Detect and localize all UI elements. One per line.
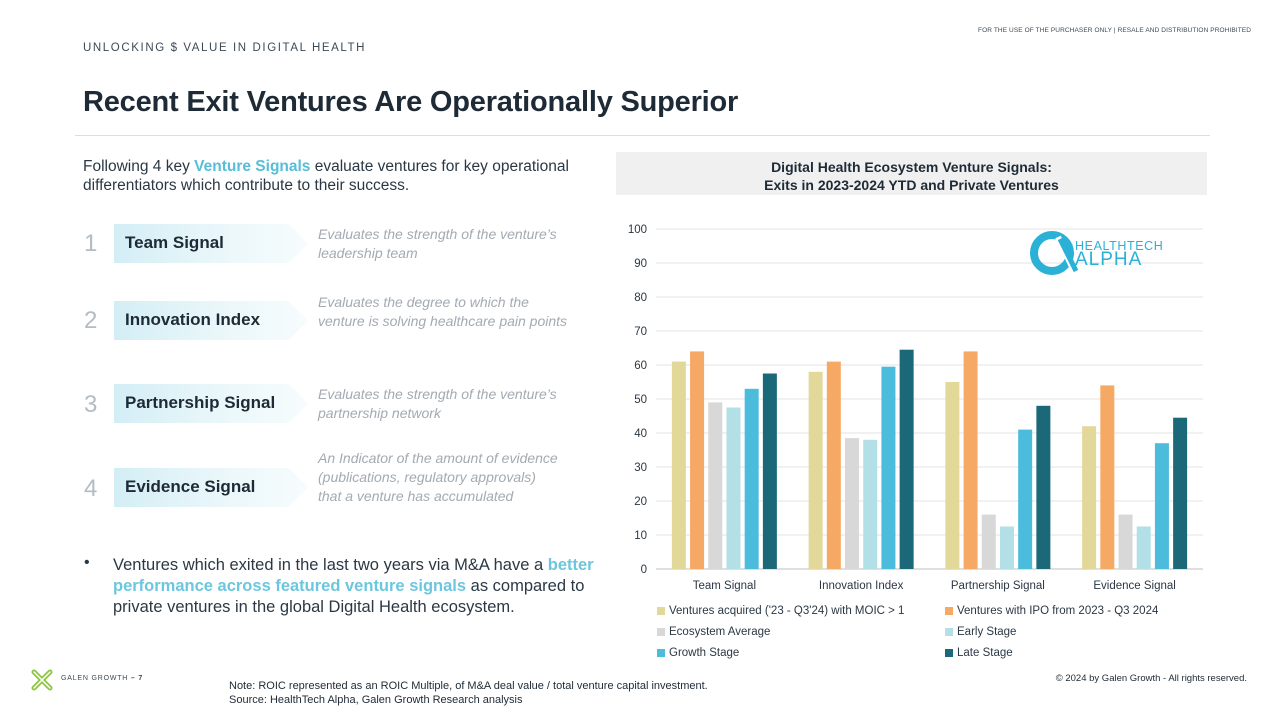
x-tick-label: Partnership Signal	[951, 580, 1045, 592]
bar	[808, 371, 823, 569]
logo-word-healthtech: HEALTHTECH	[1075, 239, 1164, 253]
signal-number: 1	[84, 230, 98, 257]
y-tick-label: 20	[634, 496, 647, 508]
galen-growth-logo-icon	[31, 669, 53, 691]
signal-number: 3	[84, 391, 98, 418]
signal-description: Evaluates the strength of the venture’s …	[318, 386, 557, 421]
logo-word-alpha: ALPHA	[1075, 249, 1143, 270]
alpha-logo-icon	[1030, 231, 1078, 275]
bullet-prefix: Ventures which exited in the last two ye…	[113, 556, 548, 574]
signal-tag-team: Team Signal	[114, 224, 308, 263]
x-tick-label: Innovation Index	[819, 580, 904, 592]
signal-label: Evidence Signal	[125, 477, 256, 496]
legend-label: Late Stage	[957, 647, 1013, 659]
legend-label: Ventures with IPO from 2023 - Q3 2024	[957, 605, 1159, 617]
legend-label: Ventures acquired ('23 - Q3'24) with MOI…	[669, 605, 905, 617]
bar	[881, 366, 896, 569]
chart-title: Digital Health Ecosystem Venture Signals…	[771, 159, 1052, 175]
bar	[1100, 385, 1115, 569]
chart-title-box: Digital Health Ecosystem Venture Signals…	[616, 152, 1207, 195]
signal-tag-evidence: Evidence Signal	[114, 468, 308, 507]
y-tick-label: 60	[634, 360, 647, 372]
y-tick-label: 100	[628, 224, 647, 236]
footer-brand-text: GALEN GROWTH – 7	[61, 675, 143, 682]
signal-number: 4	[84, 475, 98, 502]
signal-label: Innovation Index	[125, 310, 261, 329]
bar	[899, 349, 914, 569]
legend-label: Growth Stage	[669, 647, 740, 659]
bar	[726, 407, 741, 569]
intro-highlight: Venture Signals	[194, 158, 311, 175]
y-tick-label: 40	[634, 428, 647, 440]
bullet-highlight: better performance across featured ventu…	[113, 556, 594, 595]
signal-tag-partnership: Partnership Signal	[114, 384, 308, 423]
bar	[963, 351, 978, 569]
bar	[1118, 514, 1133, 569]
bar	[1173, 417, 1188, 569]
footer-brand-name: GALEN GROWTH	[61, 675, 129, 682]
signal-tag-innovation: Innovation Index	[114, 301, 308, 340]
bullet-suffix: as compared to private ventures in the g…	[113, 577, 585, 616]
bar	[762, 373, 777, 569]
footnote-note: Note: ROIC represented as an ROIC Multip…	[229, 680, 708, 692]
title-divider	[75, 135, 1210, 136]
usage-disclaimer: FOR THE USE OF THE PURCHASER ONLY | RESA…	[978, 27, 1251, 34]
bar	[999, 526, 1014, 569]
bar	[845, 438, 860, 569]
intro-suffix: evaluate ventures for key operational di…	[83, 158, 569, 194]
y-tick-label: 30	[634, 462, 647, 474]
legend-swatch	[657, 628, 665, 636]
healthtech-alpha-logo: HEALTHTECH ALPHA	[1030, 231, 1205, 275]
y-tick-label: 50	[634, 394, 647, 406]
copyright: © 2024 by Galen Growth - All rights rese…	[1055, 673, 1247, 684]
legend-swatch	[945, 607, 953, 615]
y-tick-label: 90	[634, 258, 647, 270]
signal-number: 2	[84, 307, 98, 334]
x-tick-label: Team Signal	[693, 580, 756, 592]
bar	[708, 402, 723, 569]
bar	[863, 439, 878, 569]
signal-description: An Indicator of the amount of evidence (…	[318, 450, 558, 504]
bullet-marker: •	[84, 554, 90, 571]
y-tick-label: 80	[634, 292, 647, 304]
legend-swatch	[657, 649, 665, 657]
bar	[1136, 526, 1151, 569]
bar	[1082, 426, 1097, 569]
y-tick-label: 0	[641, 564, 647, 576]
key-finding-bullet: Ventures which exited in the last two ye…	[113, 555, 608, 618]
bar-chart: 0 10 20 30 40 50 60 70 80 90 100 Team Signal Innovat…	[628, 224, 1203, 592]
page-number: – 7	[130, 675, 144, 682]
footnotes: Note: ROIC represented as an ROIC Multip…	[229, 679, 708, 707]
legend-label: Early Stage	[957, 626, 1017, 638]
y-tick-label: 10	[634, 530, 647, 542]
signal-label: Partnership Signal	[125, 393, 276, 412]
page-title: Recent Exit Ventures Are Operationally S…	[83, 86, 739, 118]
x-tick-label: Evidence Signal	[1093, 580, 1175, 592]
intro-prefix: Following 4 key	[83, 158, 195, 175]
bar	[1154, 443, 1169, 569]
bar	[826, 361, 841, 569]
section-kicker: UNLOCKING $ VALUE IN DIGITAL HEALTH	[83, 42, 367, 54]
signal-description: Evaluates the strength of the venture’s …	[318, 226, 557, 261]
bar	[945, 382, 960, 569]
y-tick-label: 70	[634, 326, 647, 338]
bar	[1018, 429, 1033, 569]
legend-swatch	[657, 607, 665, 615]
bar	[671, 361, 686, 569]
intro-text: Following 4 key Venture Signals evaluate…	[83, 157, 583, 195]
bar	[690, 351, 705, 569]
chart-subtitle: Exits in 2023-2024 YTD and Private Ventu…	[764, 177, 1059, 193]
footnote-source: Source: HealthTech Alpha, Galen Growth R…	[229, 694, 523, 706]
legend-swatch	[945, 628, 953, 636]
legend-swatch	[945, 649, 953, 657]
bar	[744, 388, 759, 569]
signal-label: Team Signal	[125, 233, 224, 252]
signal-description: Evaluates the degree to which the ventur…	[318, 294, 568, 329]
bar	[981, 514, 996, 569]
legend-label: Ecosystem Average	[669, 626, 771, 638]
bar	[1036, 405, 1051, 569]
